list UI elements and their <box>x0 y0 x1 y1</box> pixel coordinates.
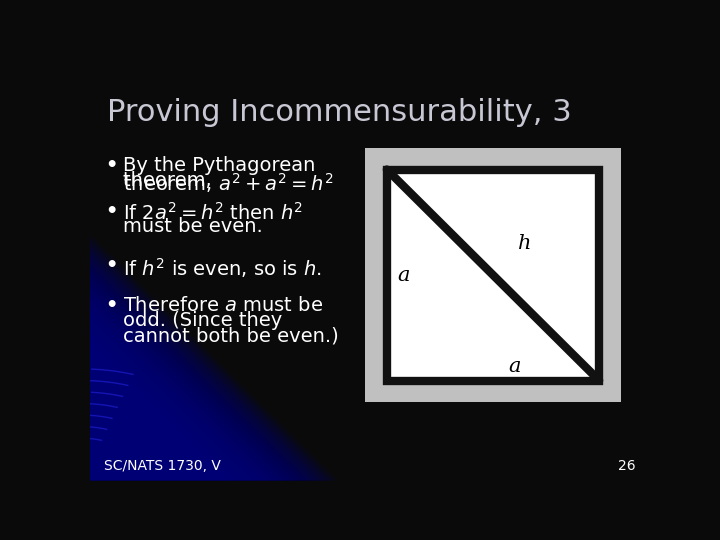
Text: h: h <box>518 234 532 253</box>
Polygon shape <box>90 253 319 481</box>
Polygon shape <box>90 242 330 481</box>
Text: Therefore $a$ must be: Therefore $a$ must be <box>122 296 323 315</box>
Text: theorem, $a^2 + a^2 = h^2$: theorem, $a^2 + a^2 = h^2$ <box>122 171 333 195</box>
Text: If $h^2$ is even, so is $h$.: If $h^2$ is even, so is $h$. <box>122 256 321 280</box>
Text: a: a <box>397 266 410 285</box>
Polygon shape <box>90 249 323 481</box>
Text: cannot both be even.): cannot both be even.) <box>122 327 338 346</box>
Text: 26: 26 <box>618 459 636 473</box>
Text: a: a <box>508 357 521 376</box>
Text: theorem,: theorem, <box>122 171 217 190</box>
Polygon shape <box>90 246 326 481</box>
Bar <box>365 148 621 402</box>
Polygon shape <box>90 234 338 481</box>
Text: SC/NATS 1730, V: SC/NATS 1730, V <box>104 459 221 473</box>
Text: •: • <box>106 156 118 174</box>
Polygon shape <box>90 257 315 481</box>
Polygon shape <box>90 273 300 481</box>
Text: •: • <box>106 256 118 275</box>
Polygon shape <box>90 269 303 481</box>
Text: odd. (Since they: odd. (Since they <box>122 311 282 330</box>
Text: •: • <box>106 296 118 315</box>
Polygon shape <box>90 238 334 481</box>
Text: If $2a^2 = h^2$ then $h^2$: If $2a^2 = h^2$ then $h^2$ <box>122 202 302 224</box>
Polygon shape <box>90 261 311 481</box>
Text: Proving Incommensurability, 3: Proving Incommensurability, 3 <box>107 98 572 127</box>
Text: must be even.: must be even. <box>122 217 262 237</box>
Text: By the Pythagorean: By the Pythagorean <box>122 156 315 174</box>
Bar <box>387 170 599 381</box>
Polygon shape <box>90 265 307 481</box>
Text: •: • <box>106 202 118 221</box>
